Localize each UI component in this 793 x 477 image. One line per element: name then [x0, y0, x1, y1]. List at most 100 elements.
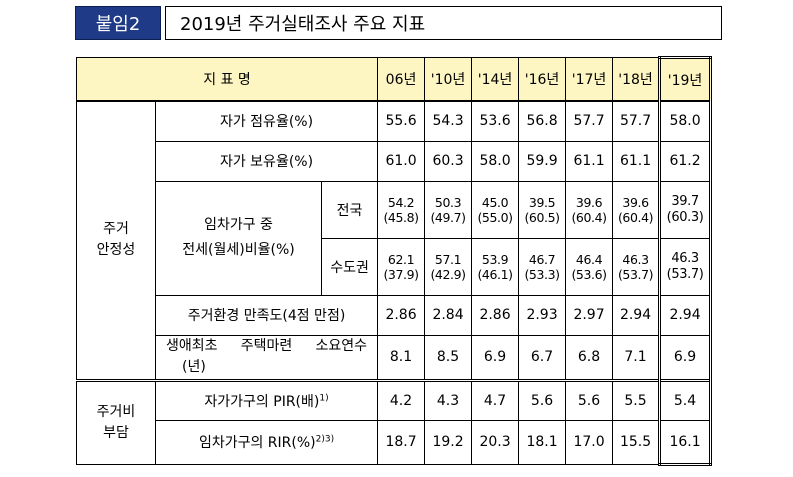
- cell-bottom: (53.7): [617, 266, 654, 282]
- indicator-table: 지 표 명 06년 '10년 '14년 '16년 '17년 '18년 '19년 …: [75, 56, 713, 466]
- header-year: '14년: [471, 57, 520, 102]
- row-label: 자가 점유율(%): [154, 100, 379, 142]
- cell-value: 5.6: [565, 378, 614, 421]
- cell-value: 55.6: [377, 100, 426, 142]
- cell-top: 62.1: [387, 251, 415, 267]
- cell-top: 46.3: [622, 251, 649, 267]
- footnote-mark: 2)3): [315, 434, 335, 445]
- cell-value: 19.2: [424, 419, 473, 465]
- row-label-line: (년): [182, 359, 206, 375]
- row-label-text: 임차가구의 RIR(%): [198, 435, 316, 451]
- table-row: 자가 보유율(%) 61.0 60.3 58.0 59.9 61.1 61.1 …: [77, 140, 713, 182]
- cell-value: 2.97: [565, 294, 614, 336]
- cell-bottom: (53.6): [571, 266, 607, 282]
- cell-pair: 46.7 (53.3): [518, 237, 567, 296]
- row-label-line: 전세(월세)비율(%): [182, 242, 295, 258]
- row-label-rent-ratio: 임차가구 중 전세(월세)비율(%): [155, 180, 322, 296]
- cell-pair-current: 39.7 (60.3): [658, 180, 713, 239]
- row-label: 자가 보유율(%): [154, 140, 379, 182]
- cell-value: 56.8: [518, 100, 567, 142]
- cell-value: 8.5: [424, 334, 473, 381]
- cell-value-current: 16.1: [658, 419, 713, 466]
- cell-pair: 53.9 (46.1): [471, 237, 520, 296]
- group-housing-cost-burden: 주거비 부담: [76, 378, 156, 465]
- cell-value: 4.2: [377, 378, 426, 421]
- row-label-line: 생애최초 주택마련 소요연수: [166, 338, 368, 354]
- cell-bottom: (45.8): [383, 209, 419, 225]
- cell-top: 39.5: [528, 194, 556, 210]
- table-row: 임차가구의 RIR(%)2)3) 18.7 19.2 20.3 18.1 17.…: [77, 419, 713, 466]
- cell-value: 58.0: [471, 140, 520, 182]
- cell-value: 53.6: [471, 100, 520, 142]
- row-label: 임차가구의 RIR(%)2)3): [154, 419, 379, 465]
- cell-top: 39.6: [575, 194, 603, 210]
- cell-bottom: (60.3): [666, 209, 704, 225]
- cell-value: 5.6: [518, 378, 567, 421]
- cell-value: 6.8: [565, 334, 614, 381]
- row-label-text: 자가가구의 PIR(배): [204, 393, 320, 410]
- cell-value: 6.7: [518, 334, 567, 381]
- cell-bottom: (60.4): [617, 209, 654, 225]
- row-label-line: 임차가구 중: [204, 216, 273, 233]
- cell-top: 50.3: [434, 194, 462, 210]
- cell-value: 61.1: [612, 140, 661, 182]
- header-indicator-name: 지 표 명: [75, 57, 379, 102]
- cell-bottom: (53.3): [524, 266, 560, 282]
- table-row: 주거 안정성 자가 점유율(%) 55.6 54.3 53.6 56.8 57.…: [76, 100, 713, 381]
- cell-value: 2.86: [471, 294, 520, 336]
- cell-bottom: (37.9): [383, 266, 419, 282]
- cell-value: 2.86: [377, 294, 426, 336]
- cell-pair: 46.4 (53.6): [565, 237, 614, 296]
- cell-value-current: 58.0: [658, 100, 713, 142]
- header-year: '18년: [612, 57, 661, 102]
- cell-pair-current: 46.3 (53.7): [658, 237, 713, 296]
- cell-value: 61.0: [377, 140, 426, 182]
- group-housing-stability: 주거 안정성: [76, 100, 156, 381]
- cell-value: 6.9: [471, 334, 520, 381]
- cell-value: 2.94: [612, 294, 661, 336]
- header-year: '17년: [565, 57, 614, 102]
- cell-pair: 46.3 (53.7): [612, 237, 661, 296]
- cell-value: 57.7: [565, 100, 614, 142]
- cell-top: 39.7: [671, 193, 699, 209]
- cell-bottom: (42.9): [430, 266, 466, 282]
- table-row: 주거비 부담 자가가구의 PIR(배)1) 4.2 4.3 4.7 5.6 5.…: [76, 378, 713, 465]
- cell-value: 20.3: [471, 419, 520, 465]
- cell-bottom: (53.7): [666, 266, 704, 282]
- cell-top: 46.3: [671, 250, 699, 266]
- cell-value: 17.0: [565, 419, 614, 465]
- cell-top: 54.2: [387, 194, 415, 210]
- cell-bottom: (60.5): [524, 209, 560, 225]
- table-row: 생애최초 주택마련 소요연수 (년) 8.1 8.5 6.9 6.7 6.8 7…: [77, 334, 713, 381]
- cell-bottom: (49.7): [430, 209, 466, 225]
- sub-label-capital: 수도권: [320, 237, 379, 296]
- cell-bottom: (46.1): [477, 266, 513, 282]
- cell-value-current: 6.9: [658, 334, 713, 381]
- header-year: '16년: [518, 57, 567, 102]
- table-header-row: 지 표 명 06년 '10년 '14년 '16년 '17년 '18년 '19년: [75, 56, 713, 102]
- row-label-first-home: 생애최초 주택마련 소요연수 (년): [154, 334, 379, 381]
- cell-bottom: (55.0): [477, 209, 513, 225]
- table-row: 주거환경 만족도(4점 만점) 2.86 2.84 2.86 2.93 2.97…: [77, 294, 713, 336]
- cell-pair: 54.2 (45.8): [377, 180, 426, 239]
- cell-pair: 39.6 (60.4): [612, 180, 661, 239]
- cell-value: 61.1: [565, 140, 614, 182]
- header-year: '10년: [424, 57, 473, 102]
- cell-pair: 39.6 (60.4): [565, 180, 614, 239]
- cell-top: 46.4: [575, 251, 603, 267]
- cell-pair: 50.3 (49.7): [424, 180, 473, 239]
- table-row: 임차가구 중 전세(월세)비율(%) 전국 54.2 (45.8) 50.3 (49…: [77, 180, 713, 296]
- cell-pair: 57.1 (42.9): [424, 237, 473, 296]
- cell-value: 2.84: [424, 294, 473, 336]
- cell-top: 45.0: [481, 194, 509, 210]
- cell-top: 39.6: [622, 194, 649, 210]
- cell-top: 53.9: [481, 251, 509, 267]
- cell-pair: 45.0 (55.0): [471, 180, 520, 239]
- cell-value: 4.7: [471, 378, 520, 421]
- cell-bottom: (60.4): [571, 209, 607, 225]
- cell-value-current: 2.94: [658, 294, 713, 336]
- header-year-current: '19년: [658, 56, 713, 102]
- document-title: 2019년 주거실태조사 주요 지표: [165, 6, 722, 40]
- cell-pair: 39.5 (60.5): [518, 180, 567, 239]
- cell-value: 18.7: [377, 419, 426, 465]
